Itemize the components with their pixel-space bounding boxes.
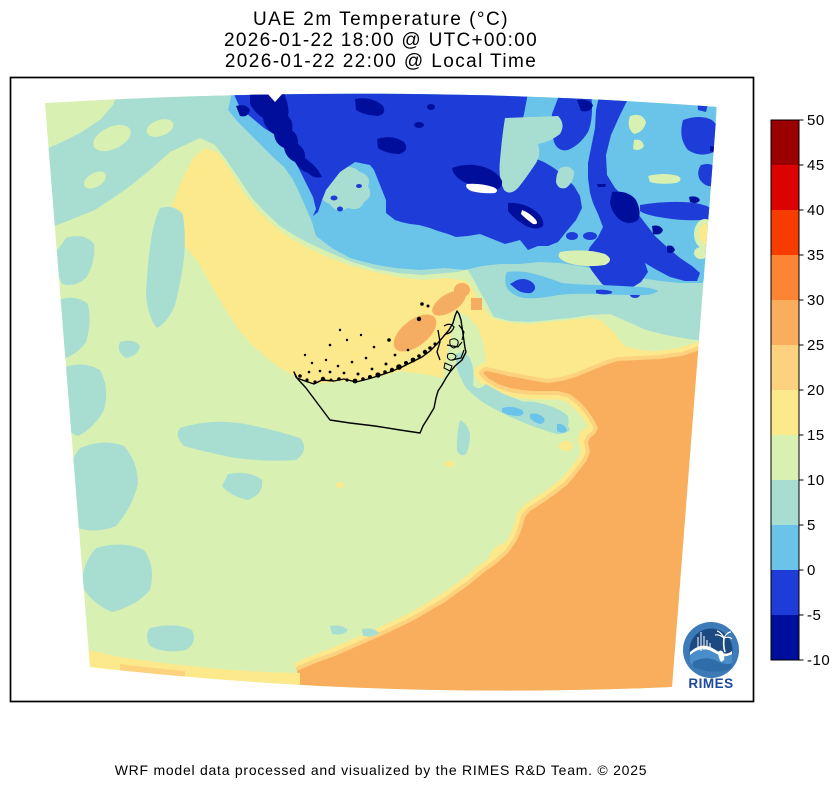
svg-text:20: 20	[807, 382, 825, 399]
svg-text:-10: -10	[807, 652, 830, 669]
svg-text:25: 25	[807, 337, 825, 354]
svg-text:10: 10	[807, 472, 825, 489]
svg-text:15: 15	[807, 427, 825, 444]
svg-text:2026-01-22 18:00 @ UTC+00:00: 2026-01-22 18:00 @ UTC+00:00	[224, 30, 538, 51]
svg-text:35: 35	[807, 247, 825, 264]
svg-text:45: 45	[807, 157, 825, 174]
svg-text:2026-01-22 22:00 @ Local Time: 2026-01-22 22:00 @ Local Time	[225, 51, 537, 72]
svg-text:-5: -5	[807, 607, 821, 624]
svg-text:30: 30	[807, 292, 825, 309]
svg-text:WRF model data processed and v: WRF model data processed and visualized …	[115, 762, 648, 778]
svg-text:40: 40	[807, 202, 825, 219]
svg-text:50: 50	[807, 112, 825, 129]
svg-text:RIMES: RIMES	[688, 676, 733, 691]
svg-text:5: 5	[807, 517, 816, 534]
svg-text:UAE 2m Temperature (°C): UAE 2m Temperature (°C)	[253, 9, 509, 30]
svg-text:0: 0	[807, 562, 816, 579]
